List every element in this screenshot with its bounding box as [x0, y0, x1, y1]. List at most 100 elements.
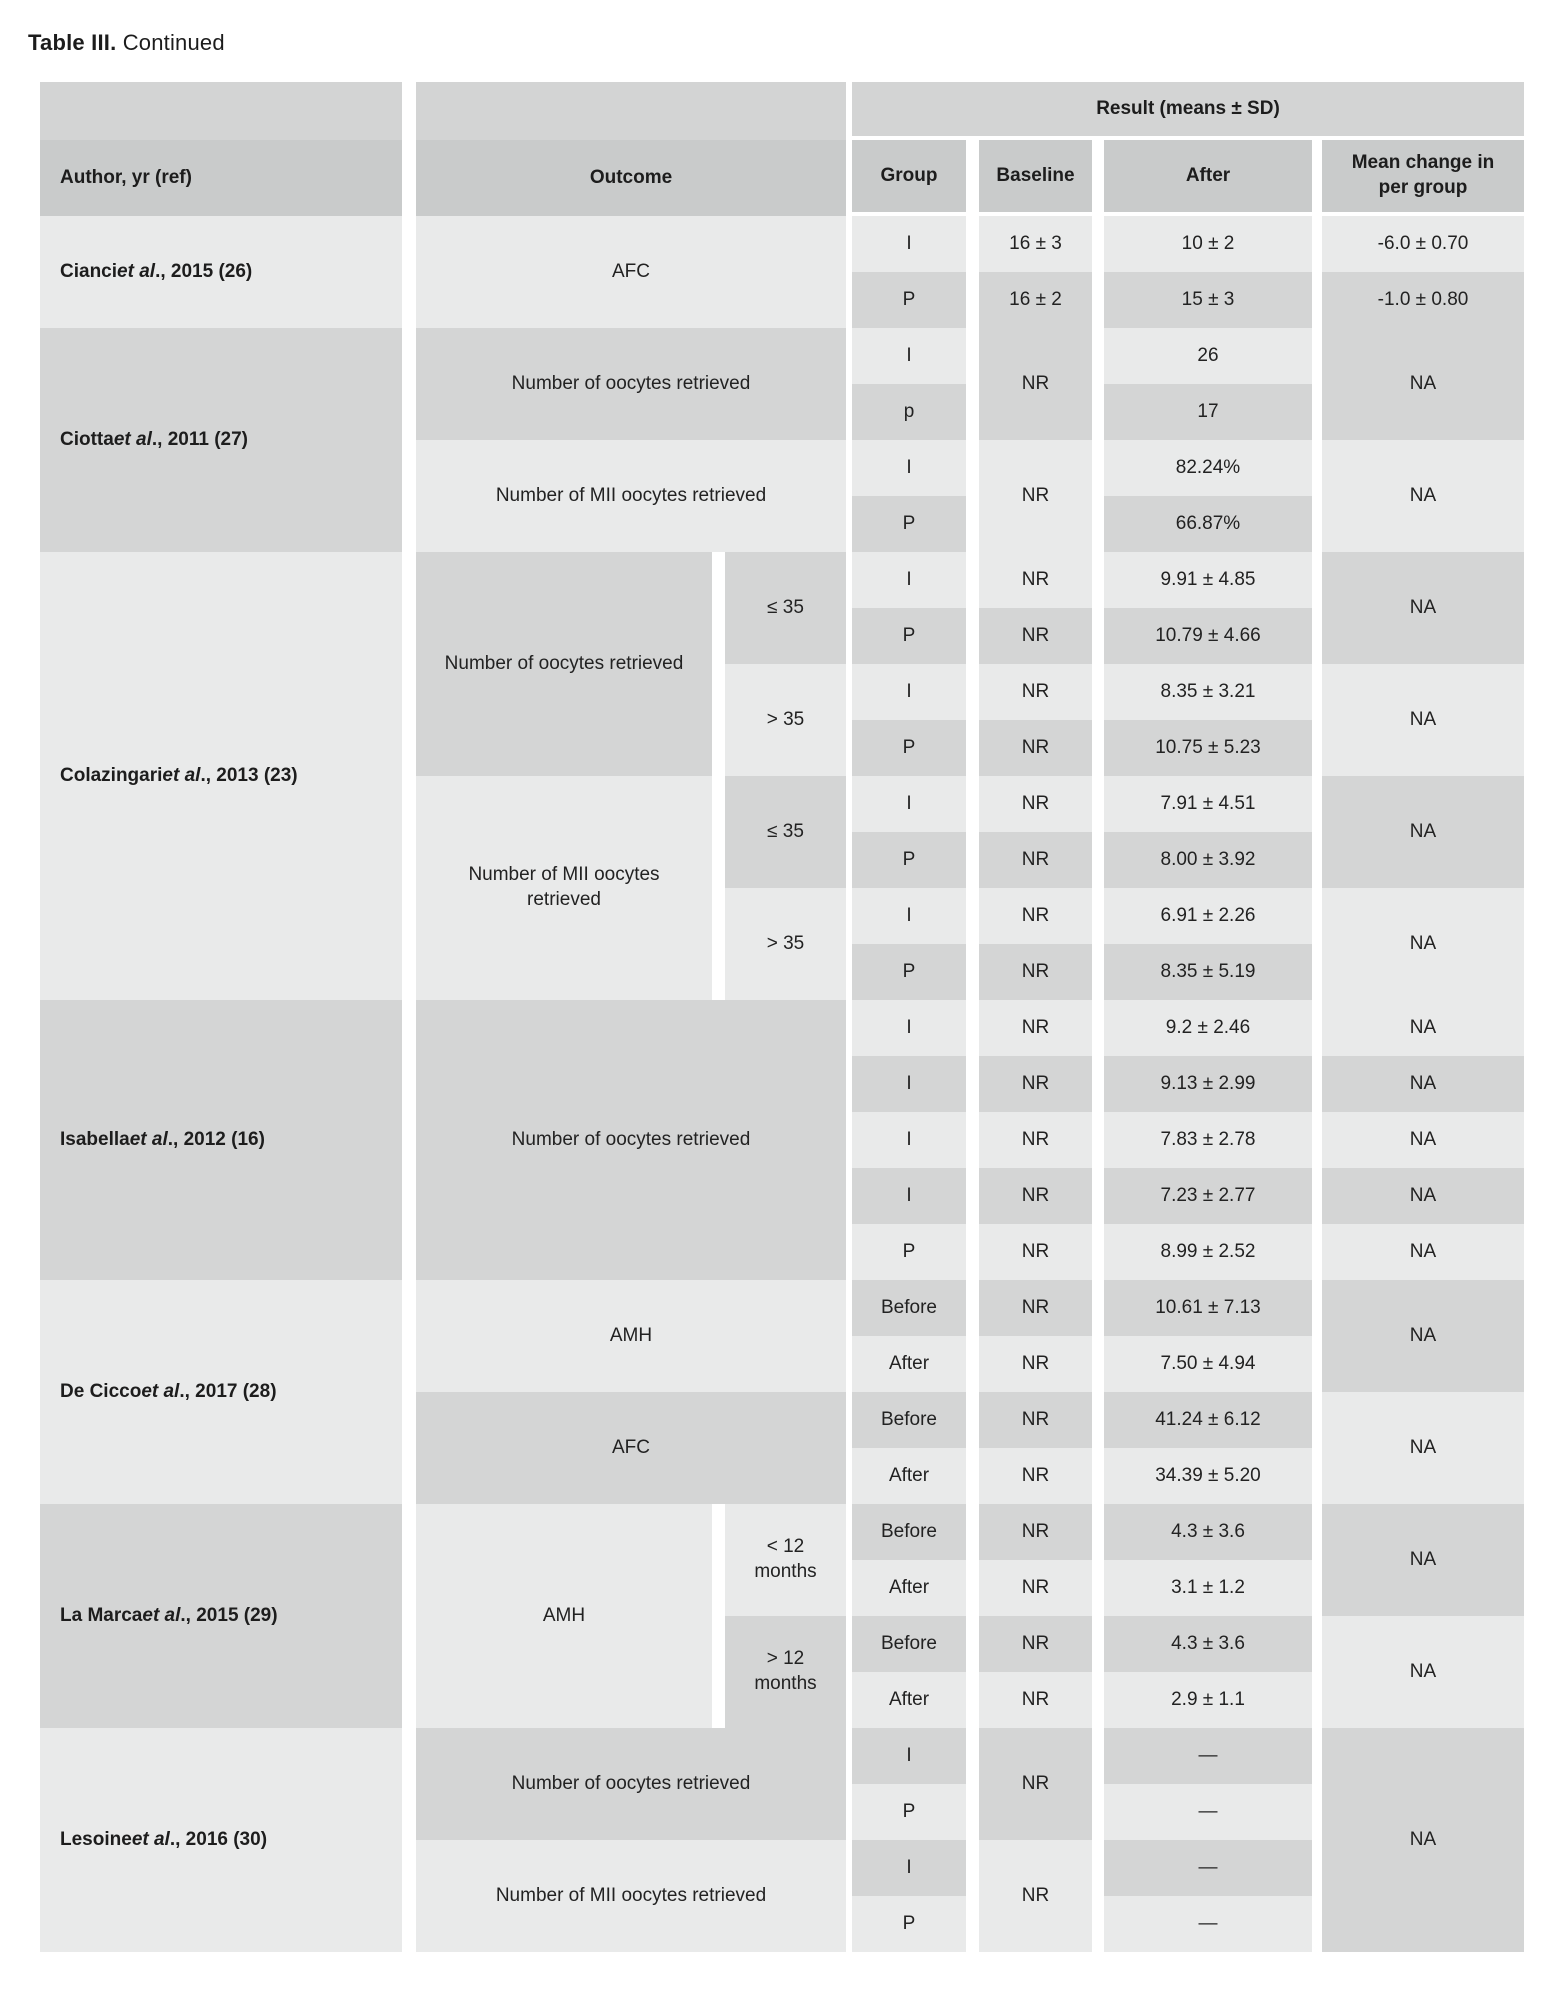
baseline-cell: NR — [979, 608, 1092, 664]
group-cell: I — [852, 552, 966, 608]
baseline-cell: NR — [979, 888, 1092, 944]
baseline-cell: NR — [979, 1112, 1092, 1168]
after-cell: 7.91 ± 4.51 — [1104, 776, 1312, 832]
group-cell: Before — [852, 1280, 966, 1336]
mean-change-cell: NA — [1322, 1616, 1524, 1728]
mean-change-cell: NA — [1322, 1224, 1524, 1280]
after-cell: 8.35 ± 3.21 — [1104, 664, 1312, 720]
group-cell: Before — [852, 1392, 966, 1448]
after-cell: — — [1104, 1784, 1312, 1840]
baseline-cell: NR — [979, 1392, 1092, 1448]
mean-change-cell: NA — [1322, 440, 1524, 552]
after-cell: 41.24 ± 6.12 — [1104, 1392, 1312, 1448]
after-column-header: After — [1104, 140, 1312, 212]
mean-change-cell: NA — [1322, 1168, 1524, 1224]
group-cell: I — [852, 1112, 966, 1168]
baseline-cell: NR — [979, 1336, 1092, 1392]
mean-change-cell: -1.0 ± 0.80 — [1322, 272, 1524, 328]
mean-change-cell: NA — [1322, 1392, 1524, 1504]
after-cell: 82.24% — [1104, 440, 1312, 496]
after-cell: — — [1104, 1896, 1312, 1952]
author-cell: Lesoine et al., 2016 (30) — [40, 1728, 402, 1952]
mean-change-cell: NA — [1322, 1000, 1524, 1056]
group-cell: P — [852, 1896, 966, 1952]
mean-change-cell: NA — [1322, 776, 1524, 888]
outcome-cell: AFC — [416, 216, 846, 328]
author-cell: Isabella et al., 2012 (16) — [40, 1000, 402, 1280]
mean-change-column-header: Mean change in per group — [1322, 140, 1524, 212]
after-cell: 4.3 ± 3.6 — [1104, 1616, 1312, 1672]
outcome-cell: AMH — [416, 1280, 846, 1392]
after-cell: 2.9 ± 1.1 — [1104, 1672, 1312, 1728]
group-cell: After — [852, 1560, 966, 1616]
baseline-cell: NR — [979, 1728, 1092, 1840]
after-cell: 9.2 ± 2.46 — [1104, 1000, 1312, 1056]
group-cell: P — [852, 1224, 966, 1280]
result-header: Result (means ± SD) — [852, 82, 1524, 136]
baseline-cell: 16 ± 2 — [979, 272, 1092, 328]
group-cell: I — [852, 776, 966, 832]
baseline-cell: NR — [979, 1000, 1092, 1056]
baseline-cell: NR — [979, 944, 1092, 1000]
group-cell: P — [852, 496, 966, 552]
group-cell: Before — [852, 1616, 966, 1672]
age-group-cell: ≤ 35 — [725, 776, 846, 888]
page: Table III. Continued Result (means ± SD)… — [28, 30, 1524, 1952]
age-group-cell: ≤ 35 — [725, 552, 846, 664]
mean-change-cell: NA — [1322, 1504, 1524, 1616]
after-cell: 10 ± 2 — [1104, 216, 1312, 272]
baseline-cell: NR — [979, 1224, 1092, 1280]
outcome-cell: Number of oocytes retrieved — [416, 1000, 846, 1280]
outcome-cell: AFC — [416, 1392, 846, 1504]
after-cell: 8.99 ± 2.52 — [1104, 1224, 1312, 1280]
after-cell: 34.39 ± 5.20 — [1104, 1448, 1312, 1504]
group-cell: I — [852, 664, 966, 720]
group-cell: I — [852, 1840, 966, 1896]
after-cell: 26 — [1104, 328, 1312, 384]
after-cell: 9.13 ± 2.99 — [1104, 1056, 1312, 1112]
baseline-cell: NR — [979, 1448, 1092, 1504]
group-column-header: Group — [852, 140, 966, 212]
group-cell: I — [852, 1000, 966, 1056]
mean-change-cell: NA — [1322, 1728, 1524, 1952]
results-table: Result (means ± SD) Author, yr (ref) Out… — [40, 82, 1524, 1952]
group-cell: I — [852, 1056, 966, 1112]
mean-change-cell: NA — [1322, 664, 1524, 776]
baseline-cell: NR — [979, 328, 1092, 440]
group-cell: After — [852, 1448, 966, 1504]
group-cell: P — [852, 1784, 966, 1840]
outcome-cell: Number of MII oocytes retrieved — [416, 1840, 846, 1952]
after-cell: 7.50 ± 4.94 — [1104, 1336, 1312, 1392]
mean-change-cell: -6.0 ± 0.70 — [1322, 216, 1524, 272]
age-group-cell: < 12 months — [725, 1504, 846, 1616]
age-group-cell: > 35 — [725, 664, 846, 776]
age-group-cell: > 35 — [725, 888, 846, 1000]
baseline-cell: NR — [979, 1056, 1092, 1112]
table-title-prefix: Table III. — [28, 30, 117, 55]
outcome-header-background — [416, 82, 846, 140]
mean-change-cell: NA — [1322, 1280, 1524, 1392]
group-cell: After — [852, 1336, 966, 1392]
baseline-column-header: Baseline — [979, 140, 1092, 212]
group-cell: I — [852, 216, 966, 272]
group-cell: P — [852, 944, 966, 1000]
outcome-cell: Number of oocytes retrieved — [416, 552, 712, 776]
after-cell: 3.1 ± 1.2 — [1104, 1560, 1312, 1616]
group-cell: P — [852, 272, 966, 328]
group-cell: P — [852, 832, 966, 888]
age-group-cell: > 12 months — [725, 1616, 846, 1728]
author-cell: Colazingari et al., 2013 (23) — [40, 552, 402, 1000]
outcome-cell: AMH — [416, 1504, 712, 1728]
baseline-cell: NR — [979, 720, 1092, 776]
author-cell: Cianci et al., 2015 (26) — [40, 216, 402, 328]
baseline-cell: NR — [979, 832, 1092, 888]
group-cell: I — [852, 888, 966, 944]
author-column-header: Author, yr (ref) — [40, 140, 402, 216]
outcome-cell: Number of MII oocytes retrieved — [416, 776, 712, 1000]
after-cell: 4.3 ± 3.6 — [1104, 1504, 1312, 1560]
mean-change-cell: NA — [1322, 1056, 1524, 1112]
after-cell: 10.79 ± 4.66 — [1104, 608, 1312, 664]
mean-change-cell: NA — [1322, 1112, 1524, 1168]
outcome-cell: Number of oocytes retrieved — [416, 1728, 846, 1840]
group-cell: p — [852, 384, 966, 440]
